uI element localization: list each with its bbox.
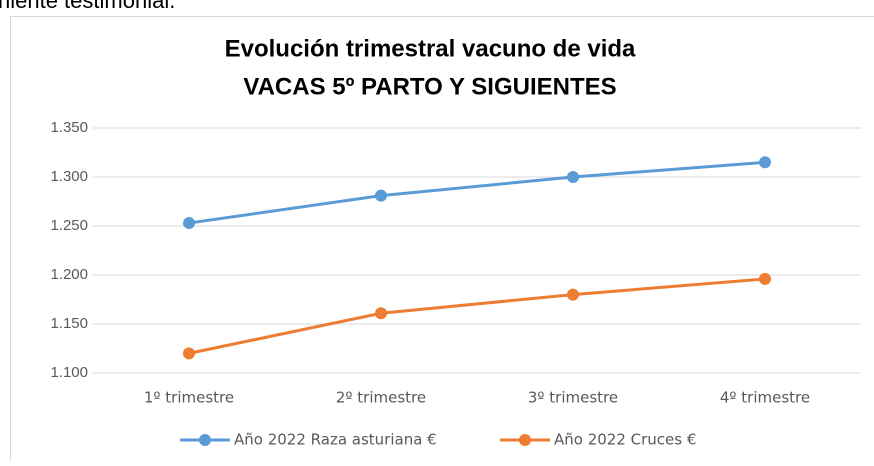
point (759, 156, 771, 168)
chart-title: VACAS 5º PARTO Y SIGUIENTES (243, 73, 616, 100)
series-line (189, 279, 765, 353)
point (567, 171, 579, 183)
y-tick-label: 1.250 (50, 217, 88, 234)
point (567, 289, 579, 301)
legend-marker (519, 434, 531, 446)
x-tick-label: 2º trimestre (336, 389, 426, 407)
point (375, 190, 387, 202)
page-text: niente testimonial. (0, 0, 175, 13)
chart-title: Evolución trimestral vacuno de vida (225, 35, 636, 62)
series-line (189, 162, 765, 223)
y-tick-label: 1.200 (50, 266, 88, 283)
legend-marker (199, 434, 211, 446)
x-tick-label: 4º trimestre (720, 389, 810, 407)
y-tick-label: 1.150 (50, 315, 88, 332)
x-tick-label: 1º trimestre (144, 389, 234, 407)
point (375, 307, 387, 319)
legend-label: Año 2022 Cruces € (554, 431, 696, 449)
y-tick-label: 1.100 (50, 364, 88, 381)
point (183, 217, 195, 229)
x-tick-label: 3º trimestre (528, 389, 618, 407)
y-tick-label: 1.300 (50, 168, 88, 185)
point (183, 347, 195, 359)
y-tick-label: 1.350 (50, 119, 88, 136)
point (759, 273, 771, 285)
legend-label: Año 2022 Raza asturiana € (234, 431, 437, 449)
